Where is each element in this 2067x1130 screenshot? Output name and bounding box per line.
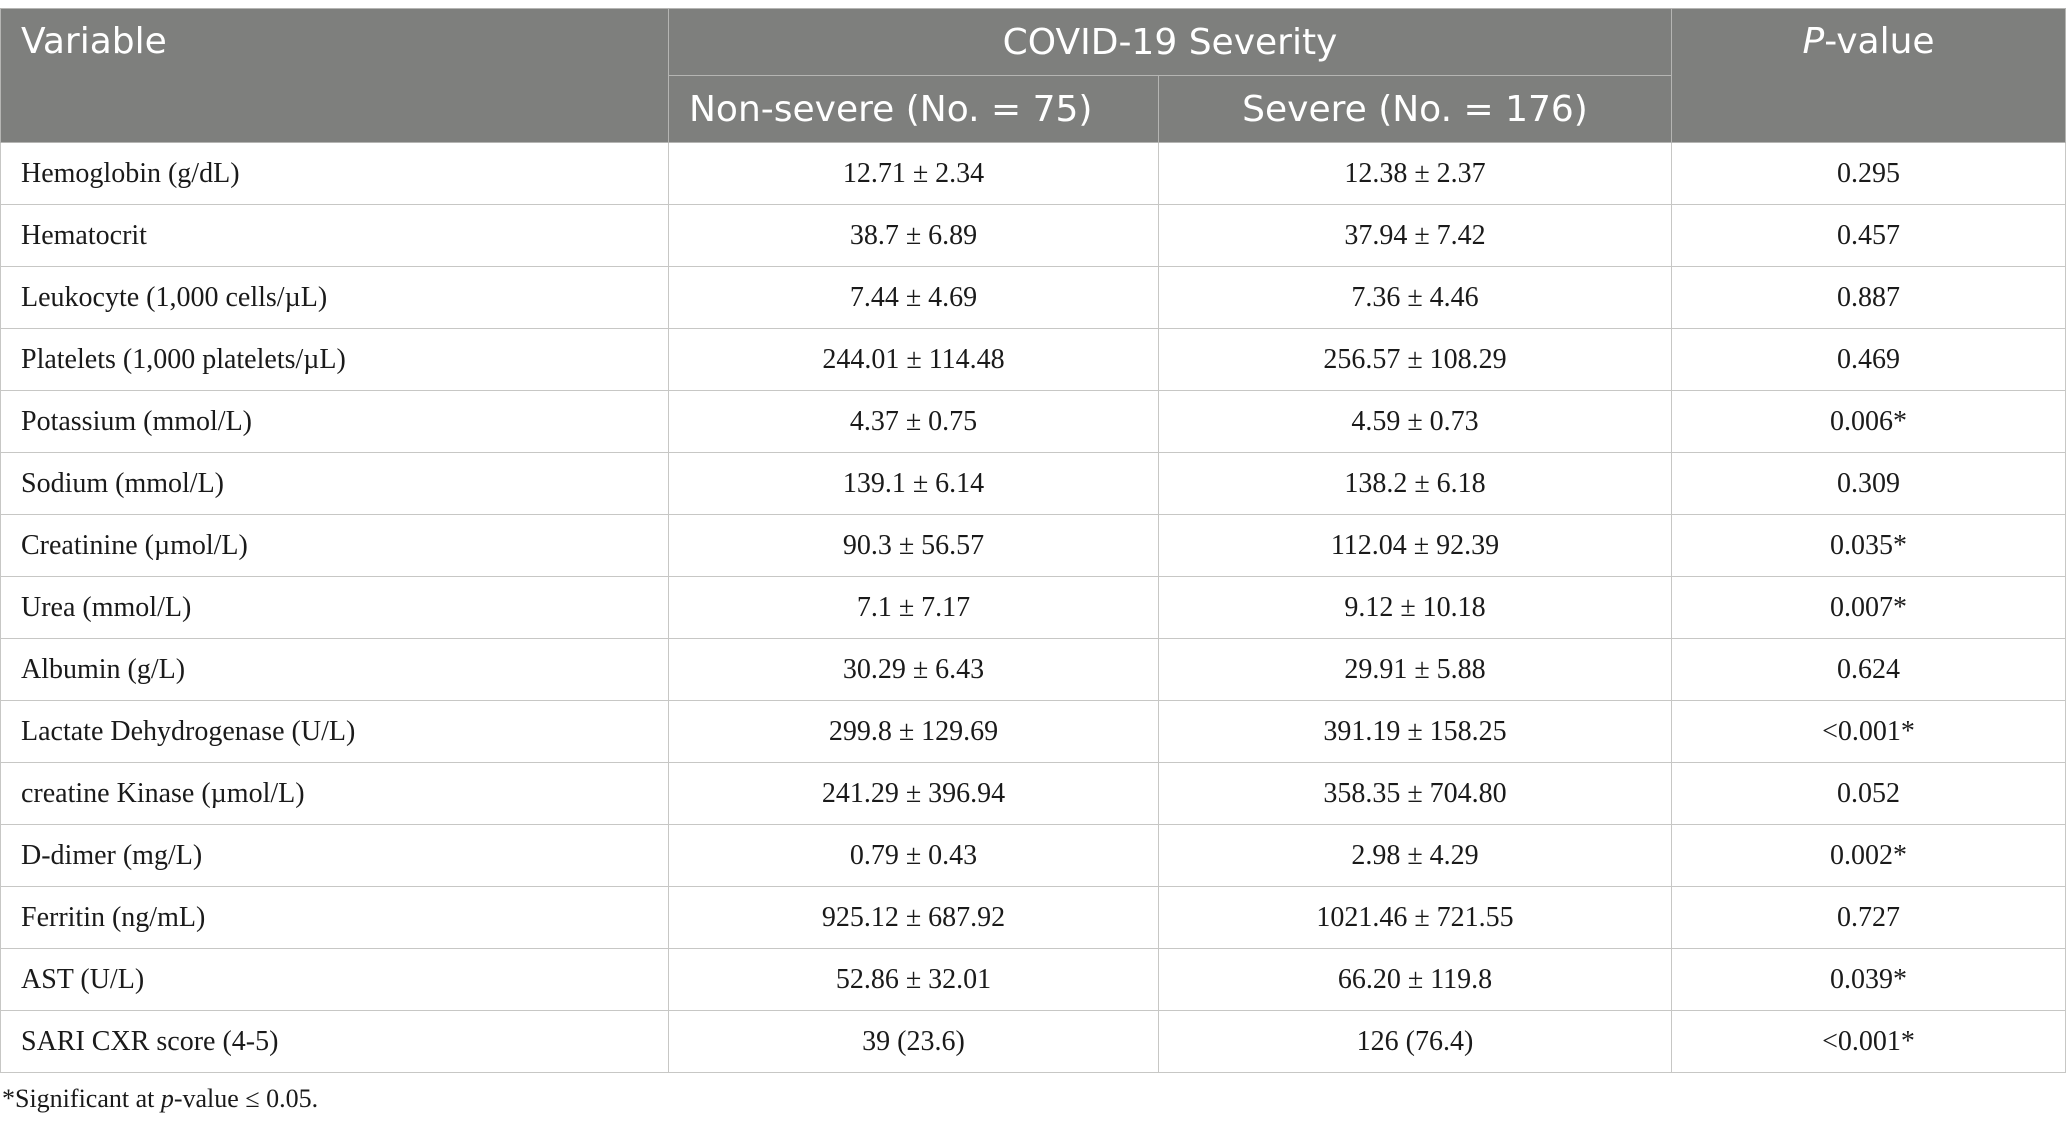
table-header: Variable COVID-19 Severity P-value Non-s… <box>0 8 2067 143</box>
nonsevere-value-cell: 90.3 ± 56.57 <box>668 514 1159 577</box>
pvalue-header-italic: P <box>1802 21 1825 62</box>
table-row: Leukocyte (1,000 cells/µL) 7.44 ± 4.69 7.3… <box>0 266 2067 329</box>
table-row: D-dimer (mg/L) 0.79 ± 0.43 2.98 ± 4.29 0.00… <box>0 824 2067 887</box>
table-row: SARI CXR score (4-5) 39 (23.6) 126 (76.4) <… <box>0 1010 2067 1073</box>
variable-cell: Albumin (g/L) <box>0 638 669 701</box>
severity-group-header: COVID-19 Severity <box>667 8 1673 76</box>
severe-value-cell: 9.12 ± 10.18 <box>1157 576 1673 639</box>
pvalue-column-header: P-value <box>1671 8 2067 143</box>
nonsevere-value-cell: 30.29 ± 6.43 <box>668 638 1159 701</box>
pvalue-cell: 0.007* <box>1671 576 2067 639</box>
pvalue-cell: 0.052 <box>1671 762 2067 825</box>
severe-column-header: Severe (No. = 176) <box>1157 75 1673 143</box>
table-row: creatine Kinase (µmol/L) 241.29 ± 396.94 3… <box>0 762 2067 825</box>
severe-value-cell: 29.91 ± 5.88 <box>1157 638 1673 701</box>
pvalue-cell: 0.309 <box>1671 452 2067 515</box>
pvalue-cell: 0.006* <box>1671 390 2067 453</box>
severe-value-cell: 358.35 ± 704.80 <box>1157 762 1673 825</box>
table-footnote: *Significant at p-value ≤ 0.05. <box>2 1084 318 1114</box>
variable-cell: AST (U/L) <box>0 948 669 1011</box>
severe-value-cell: 126 (76.4) <box>1157 1010 1673 1073</box>
table-row: Creatinine (µmol/L) 90.3 ± 56.57 112.04 ± … <box>0 514 2067 577</box>
severe-value-cell: 391.19 ± 158.25 <box>1157 700 1673 763</box>
variable-cell: SARI CXR score (4-5) <box>0 1010 669 1073</box>
pvalue-header-rest: -value <box>1824 21 1935 62</box>
pvalue-cell: 0.457 <box>1671 204 2067 267</box>
severe-value-cell: 112.04 ± 92.39 <box>1157 514 1673 577</box>
nonsevere-value-cell: 139.1 ± 6.14 <box>668 452 1159 515</box>
pvalue-cell: 0.727 <box>1671 886 2067 949</box>
nonsevere-value-cell: 52.86 ± 32.01 <box>668 948 1159 1011</box>
severe-value-cell: 138.2 ± 6.18 <box>1157 452 1673 515</box>
pvalue-cell: 0.039* <box>1671 948 2067 1011</box>
header-row-1: Variable COVID-19 Severity P-value <box>0 8 2067 143</box>
pvalue-cell: 0.887 <box>1671 266 2067 329</box>
pvalue-cell: 0.035* <box>1671 514 2067 577</box>
table-body: Hemoglobin (g/dL) 12.71 ± 2.34 12.38 ± 2.3… <box>0 142 2067 1073</box>
table-row: Lactate Dehydrogenase (U/L) 299.8 ± 129.6… <box>0 700 2067 763</box>
table-row: Hemoglobin (g/dL) 12.71 ± 2.34 12.38 ± 2.3… <box>0 142 2067 205</box>
nonsevere-column-header: Non-severe (No. = 75) <box>668 75 1159 143</box>
pvalue-cell: <0.001* <box>1671 700 2067 763</box>
pvalue-cell: 0.295 <box>1671 142 2067 205</box>
severe-value-cell: 2.98 ± 4.29 <box>1157 824 1673 887</box>
data-table-container: Variable COVID-19 Severity P-value Non-s… <box>0 8 2067 1073</box>
footnote-suffix: -value ≤ 0.05. <box>173 1084 319 1113</box>
nonsevere-value-cell: 39 (23.6) <box>668 1010 1159 1073</box>
severe-value-cell: 7.36 ± 4.46 <box>1157 266 1673 329</box>
severe-value-cell: 66.20 ± 119.8 <box>1157 948 1673 1011</box>
table-row: Urea (mmol/L) 7.1 ± 7.17 9.12 ± 10.18 0.007… <box>0 576 2067 639</box>
covid-severity-table: Variable COVID-19 Severity P-value Non-s… <box>0 8 2067 1073</box>
variable-cell: Urea (mmol/L) <box>0 576 669 639</box>
pvalue-cell: 0.002* <box>1671 824 2067 887</box>
variable-cell: Hemoglobin (g/dL) <box>0 142 669 205</box>
table-row: Ferritin (ng/mL) 925.12 ± 687.92 1021.46 ±… <box>0 886 2067 949</box>
variable-cell: Creatinine (µmol/L) <box>0 514 669 577</box>
nonsevere-value-cell: 7.44 ± 4.69 <box>668 266 1159 329</box>
variable-cell: Potassium (mmol/L) <box>0 390 669 453</box>
footnote-italic: p <box>160 1084 174 1113</box>
nonsevere-value-cell: 0.79 ± 0.43 <box>668 824 1159 887</box>
table-row: Potassium (mmol/L) 4.37 ± 0.75 4.59 ± 0.73… <box>0 390 2067 453</box>
nonsevere-value-cell: 7.1 ± 7.17 <box>668 576 1159 639</box>
table-row: Albumin (g/L) 30.29 ± 6.43 29.91 ± 5.88 0.6… <box>0 638 2067 701</box>
severe-value-cell: 12.38 ± 2.37 <box>1157 142 1673 205</box>
pvalue-cell: 0.469 <box>1671 328 2067 391</box>
severe-value-cell: 256.57 ± 108.29 <box>1157 328 1673 391</box>
header-row-2: Non-severe (No. = 75) Severe (No. = 176) <box>1 75 2066 143</box>
nonsevere-value-cell: 244.01 ± 114.48 <box>668 328 1159 391</box>
variable-cell: Lactate Dehydrogenase (U/L) <box>0 700 669 763</box>
nonsevere-value-cell: 38.7 ± 6.89 <box>668 204 1159 267</box>
nonsevere-value-cell: 299.8 ± 129.69 <box>668 700 1159 763</box>
variable-cell: Platelets (1,000 platelets/µL) <box>0 328 669 391</box>
variable-cell: Sodium (mmol/L) <box>0 452 669 515</box>
variable-column-header: Variable <box>0 8 669 143</box>
severe-value-cell: 1021.46 ± 721.55 <box>1157 886 1673 949</box>
nonsevere-value-cell: 925.12 ± 687.92 <box>668 886 1159 949</box>
variable-cell: D-dimer (mg/L) <box>0 824 669 887</box>
table-row: Platelets (1,000 platelets/µL) 244.01 ± 1… <box>0 328 2067 391</box>
pvalue-cell: 0.624 <box>1671 638 2067 701</box>
variable-cell: Ferritin (ng/mL) <box>0 886 669 949</box>
footnote-prefix: *Significant at <box>2 1084 161 1113</box>
severe-value-cell: 37.94 ± 7.42 <box>1157 204 1673 267</box>
nonsevere-value-cell: 241.29 ± 396.94 <box>668 762 1159 825</box>
nonsevere-value-cell: 4.37 ± 0.75 <box>668 390 1159 453</box>
variable-cell: creatine Kinase (µmol/L) <box>0 762 669 825</box>
table-row: Hematocrit 38.7 ± 6.89 37.94 ± 7.42 0.457 <box>0 204 2067 267</box>
table-row: Sodium (mmol/L) 139.1 ± 6.14 138.2 ± 6.18 0… <box>0 452 2067 515</box>
variable-cell: Hematocrit <box>0 204 669 267</box>
nonsevere-value-cell: 12.71 ± 2.34 <box>668 142 1159 205</box>
table-row: AST (U/L) 52.86 ± 32.01 66.20 ± 119.8 0.039… <box>0 948 2067 1011</box>
pvalue-cell: <0.001* <box>1671 1010 2067 1073</box>
variable-cell: Leukocyte (1,000 cells/µL) <box>0 266 669 329</box>
severe-value-cell: 4.59 ± 0.73 <box>1157 390 1673 453</box>
